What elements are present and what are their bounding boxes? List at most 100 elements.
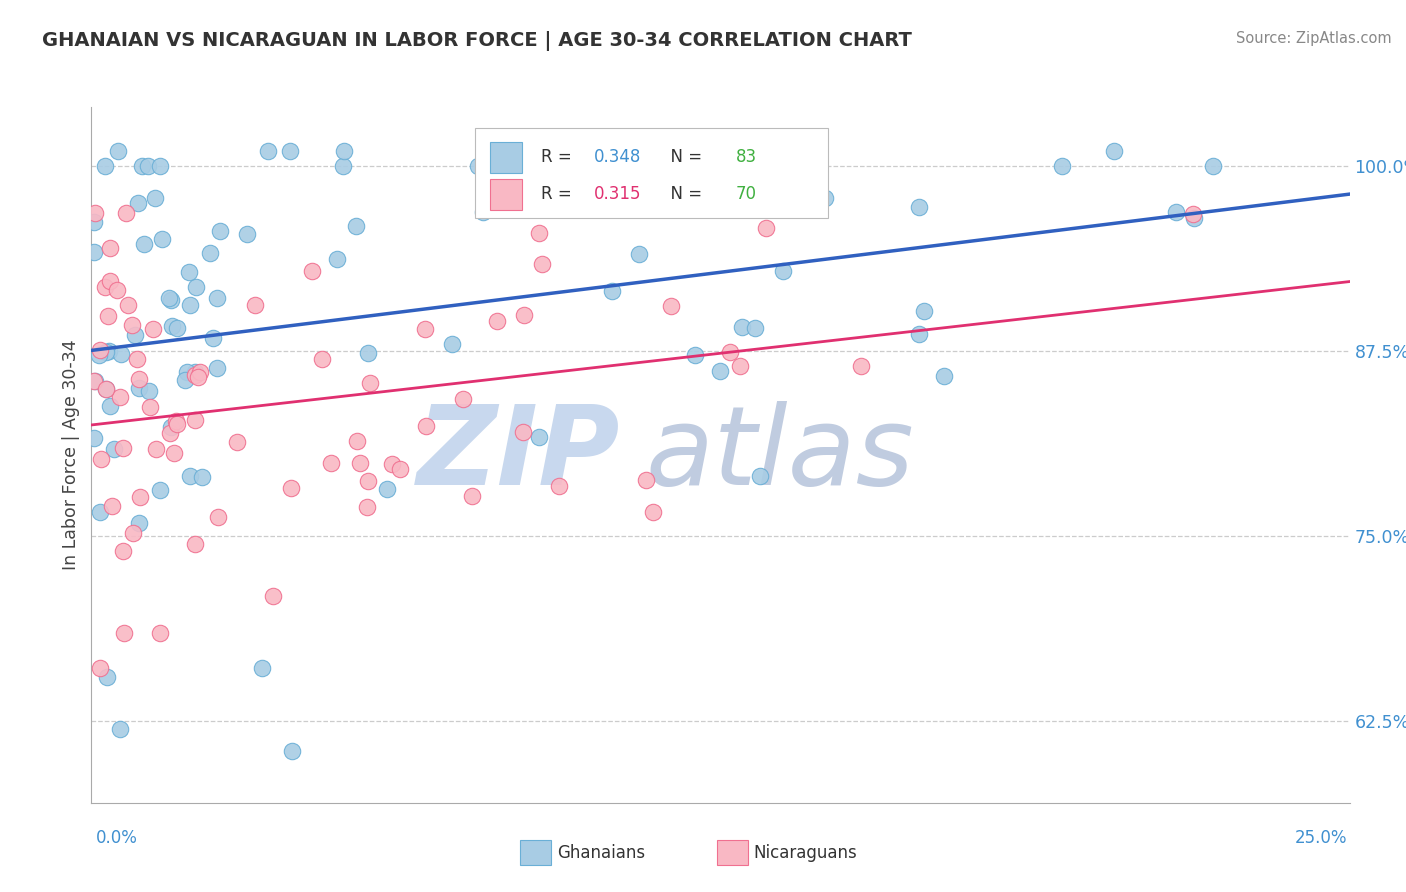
Point: [744, 320, 766, 334]
Point: [1164, 205, 1187, 219]
Point: [128, 516, 150, 531]
Point: [332, 145, 354, 159]
Point: [84, 374, 107, 388]
Point: [547, 479, 569, 493]
Point: [718, 345, 741, 359]
Text: Source: ZipAtlas.com: Source: ZipAtlas.com: [1236, 31, 1392, 46]
Point: [139, 400, 162, 414]
Point: [150, 232, 173, 246]
Point: [124, 328, 146, 343]
Point: [112, 442, 135, 456]
Point: [97, 343, 120, 358]
Point: [225, 434, 247, 449]
Point: [179, 468, 201, 483]
Point: [128, 381, 150, 395]
Point: [413, 322, 436, 336]
Point: [142, 322, 165, 336]
Point: [100, 499, 122, 513]
Point: [163, 445, 186, 459]
Point: [131, 159, 153, 173]
Point: [907, 326, 929, 341]
Text: 70: 70: [735, 186, 756, 203]
Point: [250, 661, 273, 675]
Point: [740, 145, 762, 159]
Point: [87, 348, 110, 362]
Point: [375, 482, 398, 496]
Point: [187, 370, 209, 384]
Point: [83, 244, 105, 259]
Point: [165, 413, 187, 427]
Point: [612, 159, 634, 173]
Point: [98, 399, 121, 413]
Point: [179, 298, 201, 312]
Point: [96, 382, 118, 396]
Point: [731, 320, 754, 334]
Point: [112, 543, 135, 558]
Point: [112, 626, 135, 640]
Text: 83: 83: [735, 148, 756, 167]
Point: [321, 456, 343, 470]
Text: ZIP: ZIP: [416, 401, 620, 508]
Text: atlas: atlas: [645, 401, 914, 508]
Point: [659, 299, 682, 313]
Point: [188, 365, 211, 379]
Text: Ghanaians: Ghanaians: [557, 844, 645, 862]
Point: [205, 361, 228, 376]
Point: [814, 191, 837, 205]
Text: 0.348: 0.348: [593, 148, 641, 167]
Point: [914, 303, 936, 318]
Point: [281, 744, 304, 758]
Point: [849, 359, 872, 374]
Point: [451, 392, 474, 406]
Point: [127, 196, 149, 211]
Point: [357, 346, 380, 360]
Point: [471, 205, 494, 219]
Point: [263, 589, 285, 603]
Point: [127, 351, 149, 366]
Point: [346, 434, 368, 448]
Text: 25.0%: 25.0%: [1295, 829, 1347, 847]
Point: [84, 205, 107, 219]
Y-axis label: In Labor Force | Age 30-34: In Labor Force | Age 30-34: [62, 340, 80, 570]
Point: [115, 206, 138, 220]
Point: [97, 309, 120, 323]
Point: [460, 489, 482, 503]
Text: R =: R =: [541, 186, 576, 203]
Point: [177, 265, 200, 279]
Point: [415, 418, 437, 433]
Point: [89, 343, 111, 357]
Point: [166, 417, 188, 431]
Point: [89, 661, 111, 675]
Point: [772, 263, 794, 277]
Point: [166, 321, 188, 335]
Point: [184, 413, 207, 427]
Point: [202, 331, 225, 345]
Point: [357, 474, 380, 488]
Point: [344, 219, 367, 233]
Point: [485, 314, 508, 328]
Point: [160, 319, 183, 334]
Point: [96, 670, 118, 684]
Point: [149, 159, 172, 173]
Point: [89, 505, 111, 519]
Point: [728, 359, 751, 373]
Text: Nicaraguans: Nicaraguans: [754, 844, 858, 862]
Point: [98, 241, 121, 255]
Text: N =: N =: [661, 148, 707, 167]
Point: [94, 280, 117, 294]
Point: [83, 432, 105, 446]
Point: [475, 159, 498, 173]
Point: [184, 280, 207, 294]
Point: [184, 537, 207, 551]
Point: [149, 483, 172, 497]
Point: [512, 425, 534, 439]
Point: [159, 425, 181, 440]
Point: [349, 456, 371, 470]
Point: [107, 145, 129, 159]
Point: [184, 365, 207, 379]
Point: [709, 364, 731, 378]
Point: [143, 191, 166, 205]
Point: [243, 298, 266, 312]
Point: [932, 368, 955, 383]
Point: [257, 145, 280, 159]
